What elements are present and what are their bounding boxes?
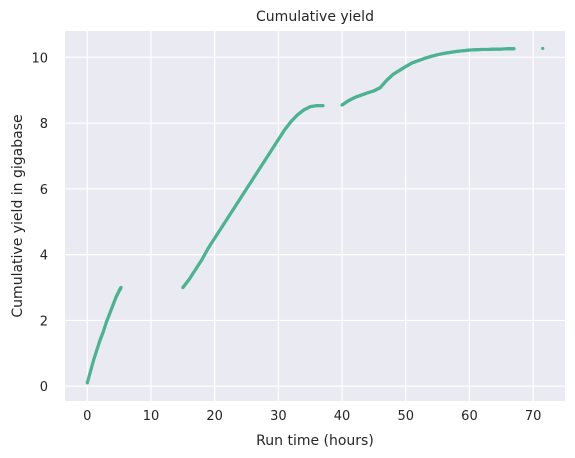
x-tick-labels: 0 10 20 30 40 50 60 70 [83,409,541,424]
x-tick-label: 20 [206,409,223,424]
x-tick-label: 60 [461,409,478,424]
y-tick-label: 4 [40,249,48,264]
plot-area [65,31,565,401]
data-points [85,46,545,385]
y-tick-label: 10 [31,51,48,66]
x-axis-label: Run time (hours) [256,433,374,449]
data-point [512,47,516,51]
x-tick-label: 50 [397,409,414,424]
y-tick-label: 6 [40,183,48,198]
grid-lines [65,31,565,401]
y-tick-label: 0 [40,380,48,395]
y-tick-labels: 0 2 4 6 8 10 [31,51,48,395]
x-tick-label: 70 [525,409,542,424]
y-axis-label: Cumulative yield in gigabase [10,114,26,317]
data-point [321,104,325,108]
x-tick-label: 0 [83,409,91,424]
x-tick-label: 30 [270,409,287,424]
y-tick-label: 2 [40,314,48,329]
x-tick-label: 40 [334,409,351,424]
data-point [119,285,123,290]
x-tick-label: 10 [143,409,160,424]
y-tick-label: 8 [40,117,48,132]
data-point [541,46,545,51]
chart-title: Cumulative yield [256,9,374,25]
